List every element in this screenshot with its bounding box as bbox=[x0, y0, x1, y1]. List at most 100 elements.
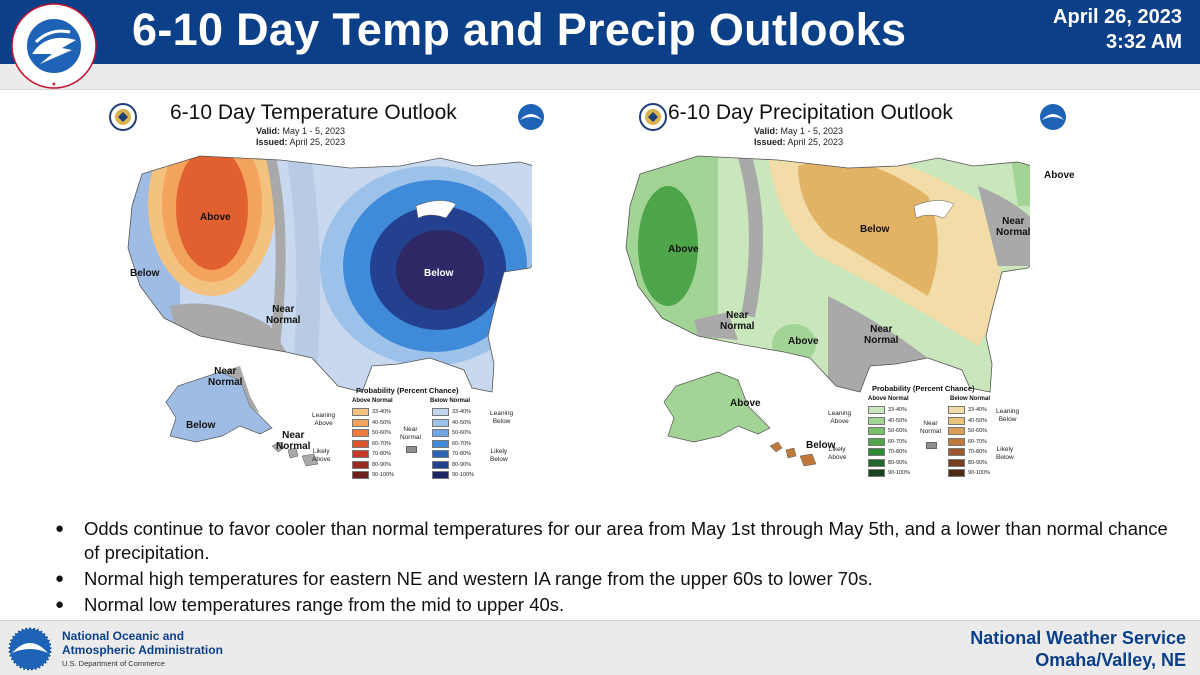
legend-swatch-label: 90-100% bbox=[452, 472, 475, 478]
valid-label: Valid: bbox=[256, 126, 281, 136]
legend-above-head: Above Normal bbox=[868, 396, 909, 402]
legend-swatch-label: 60-70% bbox=[968, 438, 987, 445]
legend-near-normal-swatch bbox=[406, 446, 417, 453]
legend-swatch-label: 50-60% bbox=[888, 428, 907, 434]
noaa-name: National Oceanic and Atmospheric Adminis… bbox=[62, 629, 223, 657]
temperature-legend: Probability (Percent Chance) Above Norma… bbox=[308, 386, 532, 494]
precipitation-map-graphic bbox=[625, 155, 1030, 467]
legend-swatch-row: 80-90% bbox=[432, 460, 471, 470]
precip-label-ak-above: Above bbox=[730, 398, 761, 409]
legend-likely-below: Likely Below bbox=[490, 448, 508, 463]
legend-swatch bbox=[432, 460, 449, 469]
valid-value: May 1 - 5, 2023 bbox=[780, 126, 844, 136]
legend-swatch-label: 60-70% bbox=[372, 440, 391, 447]
legend-swatch-label: 50-60% bbox=[968, 428, 987, 434]
legend-swatch bbox=[352, 450, 369, 458]
legend-likely-above: Likely Above bbox=[828, 446, 847, 461]
legend-swatch bbox=[948, 469, 965, 477]
legend-swatch bbox=[868, 448, 885, 456]
legend-swatch bbox=[948, 406, 965, 414]
legend-swatch-row: 70-80% bbox=[352, 449, 391, 459]
legend-swatch bbox=[352, 471, 369, 479]
legend-swatch bbox=[868, 416, 885, 425]
precip-label-hi-below: Below bbox=[806, 440, 836, 451]
temperature-outlook-map: 6-10 Day Temperature Outlook Valid: May … bbox=[100, 96, 544, 494]
legend-swatch-row: 90-100% bbox=[948, 468, 990, 478]
legend-swatch bbox=[432, 429, 449, 437]
header-stripe bbox=[0, 64, 1200, 90]
temperature-map-graphic bbox=[127, 155, 532, 467]
legend-swatch-row: 60-70% bbox=[948, 437, 987, 447]
noaa-emblem-icon bbox=[1040, 104, 1066, 130]
legend-below-head: Below Normal bbox=[430, 398, 471, 404]
legend-swatch-label: 70-80% bbox=[888, 449, 907, 455]
nws-logo: ★ bbox=[11, 3, 97, 89]
legend-swatch-row: 40-50% bbox=[352, 418, 391, 428]
legend-swatch-label: 40-50% bbox=[452, 419, 471, 426]
legend-swatch bbox=[868, 427, 885, 435]
precipitation-map-title: 6-10 Day Precipitation Outlook bbox=[668, 101, 953, 124]
bullet-dot-icon: ● bbox=[55, 596, 65, 613]
legend-swatch bbox=[868, 437, 885, 446]
precip-label-near-normal-ne: Near Normal bbox=[996, 216, 1031, 238]
legend-swatch bbox=[352, 408, 369, 416]
bullet-item: ● Normal low temperatures range from the … bbox=[50, 593, 1180, 617]
legend-title: Probability (Percent Chance) bbox=[872, 384, 975, 393]
legend-swatch bbox=[432, 439, 449, 448]
legend-swatch-label: 80-90% bbox=[888, 459, 907, 466]
legend-swatch-row: 60-70% bbox=[868, 437, 907, 447]
legend-swatch-row: 70-80% bbox=[868, 447, 907, 457]
legend-swatch bbox=[868, 406, 885, 414]
legend-swatch-label: 80-90% bbox=[372, 461, 391, 468]
legend-swatch-row: 50-60% bbox=[432, 428, 471, 438]
legend-swatch bbox=[432, 418, 449, 427]
legend-swatch-row: 90-100% bbox=[352, 470, 394, 480]
legend-likely-above: Likely Above bbox=[312, 448, 331, 463]
legend-swatch bbox=[948, 416, 965, 425]
bullet-item: ● Normal high temperatures for eastern NE… bbox=[50, 567, 1180, 591]
legend-leaning-above: Leaning Above bbox=[828, 410, 852, 425]
precip-label-above-west: Above bbox=[668, 244, 699, 255]
legend-swatch bbox=[352, 460, 369, 469]
legend-swatch-label: 33-40% bbox=[452, 409, 471, 415]
legend-swatch bbox=[432, 471, 449, 479]
temp-label-near-normal: Near Normal bbox=[266, 304, 301, 326]
legend-swatch bbox=[352, 418, 369, 427]
legend-swatch-label: 40-50% bbox=[968, 417, 987, 424]
legend-swatch-label: 70-80% bbox=[968, 449, 987, 455]
legend-swatch bbox=[352, 429, 369, 437]
legend-near-normal-swatch bbox=[926, 442, 937, 449]
legend-swatch-label: 90-100% bbox=[372, 472, 395, 478]
nws-office: National Weather Service Omaha/Valley, N… bbox=[970, 627, 1186, 671]
legend-below-head: Below Normal bbox=[950, 396, 991, 402]
valid-label: Valid: bbox=[754, 126, 779, 136]
legend-swatch bbox=[432, 450, 449, 458]
legend-leaning-above: Leaning Above bbox=[312, 412, 336, 427]
bullet-text: Normal high temperatures for eastern NE … bbox=[84, 568, 873, 589]
temp-label-below-west: Below bbox=[130, 268, 160, 279]
commerce-seal-icon bbox=[639, 103, 667, 131]
page-title: 6-10 Day Temp and Precip Outlooks bbox=[132, 4, 907, 55]
issue-date: April 26, 2023 bbox=[1053, 6, 1182, 28]
legend-swatch-row: 40-50% bbox=[432, 418, 471, 428]
office-line2: Omaha/Valley, NE bbox=[1035, 650, 1186, 670]
legend-swatch bbox=[948, 437, 965, 446]
summary-bullets: ● Odds continue to favor cooler than norm… bbox=[50, 517, 1180, 619]
nws-logo-star: ★ bbox=[51, 81, 56, 88]
legend-swatch-row: 80-90% bbox=[352, 460, 391, 470]
noaa-name-line2: Atmospheric Administration bbox=[62, 643, 223, 657]
temperature-map-title: 6-10 Day Temperature Outlook bbox=[170, 101, 457, 124]
noaa-name-line1: National Oceanic and bbox=[62, 629, 185, 643]
legend-swatch bbox=[352, 439, 369, 448]
temperature-valid-dates: Valid: May 1 - 5, 2023 Issued: April 25,… bbox=[256, 126, 345, 148]
precip-label-above-ne: Above bbox=[1044, 170, 1075, 181]
legend-swatch bbox=[868, 458, 885, 467]
legend-swatch-row: 33-40% bbox=[352, 407, 391, 417]
legend-swatch-label: 80-90% bbox=[452, 461, 471, 468]
legend-swatch-label: 33-40% bbox=[888, 407, 907, 413]
issued-value: April 25, 2023 bbox=[289, 137, 346, 147]
noaa-logo-icon bbox=[8, 627, 52, 671]
temp-label-below-east: Below bbox=[424, 268, 454, 279]
legend-swatch-label: 60-70% bbox=[452, 440, 471, 447]
issue-datetime: April 26, 2023 3:32 AM bbox=[1053, 5, 1182, 55]
